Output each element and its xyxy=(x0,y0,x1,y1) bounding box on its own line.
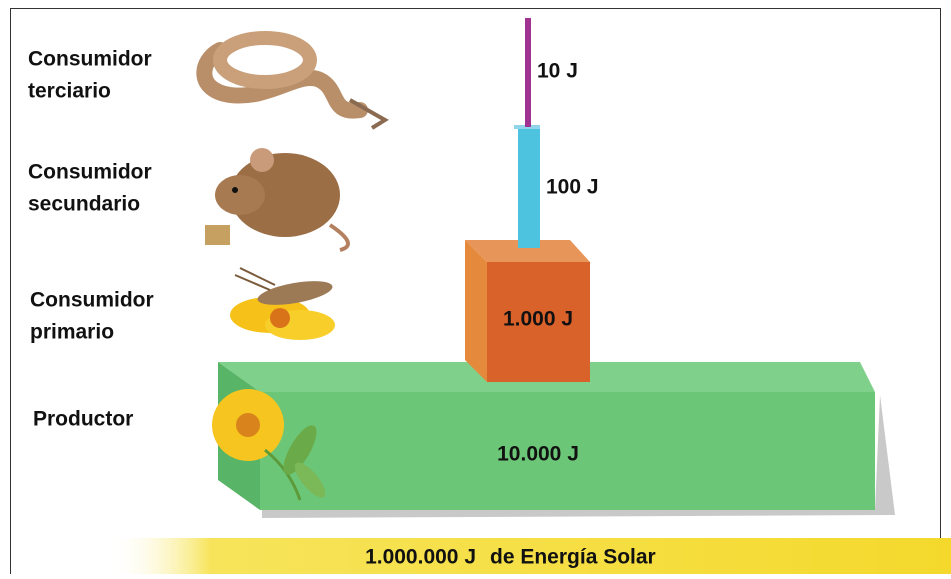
solar-amount: 1.000.000 J xyxy=(365,546,476,569)
level-label: Consumidor xyxy=(30,289,154,312)
level-label: Productor xyxy=(33,408,133,431)
energy-label: 10 J xyxy=(537,60,578,83)
snake-illustration xyxy=(204,38,385,128)
solar-text: de Energía Solar xyxy=(490,546,656,569)
level-label: Consumidor xyxy=(28,48,152,71)
level-label: terciario xyxy=(28,80,111,103)
energy-pyramid: Consumidor terciario Consumidor secundar… xyxy=(0,0,951,574)
level-label: primario xyxy=(30,321,114,344)
level-label: secundario xyxy=(28,193,140,216)
mouse-illustration xyxy=(205,148,348,250)
secondary-bar xyxy=(518,127,540,248)
grasshopper-illustration xyxy=(230,268,335,340)
primary-side xyxy=(465,240,487,382)
energy-label: 1.000 J xyxy=(503,308,573,331)
level-label: Consumidor xyxy=(28,161,152,184)
tertiary-bar xyxy=(525,18,531,127)
energy-label: 10.000 J xyxy=(497,443,579,466)
energy-label: 100 J xyxy=(546,176,599,199)
